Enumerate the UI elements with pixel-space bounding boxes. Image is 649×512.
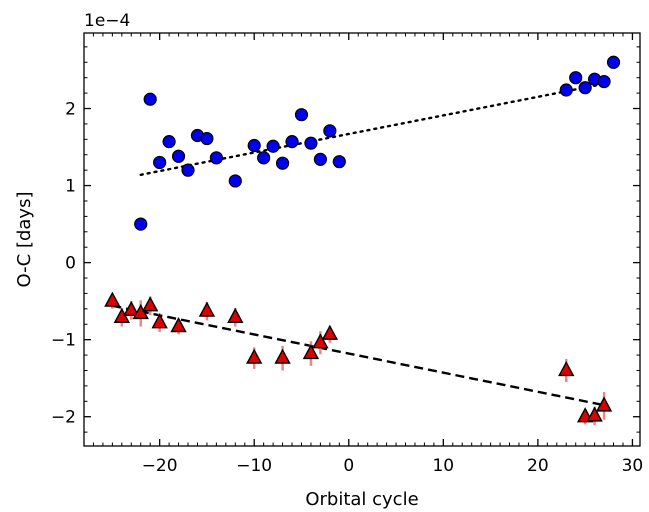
triangle-point [123,300,140,317]
triangle-point [321,324,339,340]
circle-point [181,163,195,177]
x-tick-label: −10 [236,456,272,476]
circle-point [200,131,214,146]
circle-point [143,92,157,106]
x-tick-label: 20 [527,456,549,476]
y-axis-label: O-C [days] [14,192,35,288]
circle-point [606,55,621,69]
circle-point [153,155,167,170]
circle-point [304,136,318,150]
y-axis-scale-factor: 1e−4 [84,11,130,31]
data-points [104,55,621,423]
triangle-point [198,301,216,317]
circle-point [559,83,573,97]
triangle-point [595,396,613,412]
circle-point [294,108,309,122]
circle-point [209,151,223,165]
triangle-point [558,360,575,377]
triangle-point [227,307,244,323]
circle-point [323,124,337,138]
circle-point [332,155,346,169]
triangle-point [170,317,187,333]
triangle-point [302,344,320,360]
y-tick-label: −2 [51,408,76,428]
triangle-point [142,296,159,312]
circle-point [162,135,176,149]
triangle-point [274,348,291,364]
circle-point [313,152,327,166]
circle-point [257,151,271,165]
x-tick-label: 10 [432,456,454,476]
x-tick-label: 30 [622,456,644,476]
y-tick-label: 2 [65,100,76,120]
triangle-point [586,406,603,422]
circle-point [247,138,261,153]
circle-point [285,135,299,149]
y-tick-label: 1 [65,177,76,197]
triangle-point [246,348,263,364]
x-axis-label: Orbital cycle [305,489,418,510]
circle-point [134,217,148,231]
circle-point [266,139,280,153]
circle-point [597,74,611,89]
major-ticks [84,33,640,446]
plot-area-frame [83,32,641,447]
triangle-point [312,333,329,349]
circle-point [171,149,186,163]
circle-point [275,156,290,170]
y-tick-label: −1 [51,331,76,351]
triangle-point [132,303,149,320]
x-tick-label: −20 [142,456,178,476]
triangle-point [104,291,121,307]
triangle-point [151,313,168,329]
circle-point [228,174,242,188]
x-tick-label: 0 [343,456,354,476]
circle-point [578,81,592,95]
circle-point [569,71,583,85]
y-tick-label: 0 [65,254,76,274]
